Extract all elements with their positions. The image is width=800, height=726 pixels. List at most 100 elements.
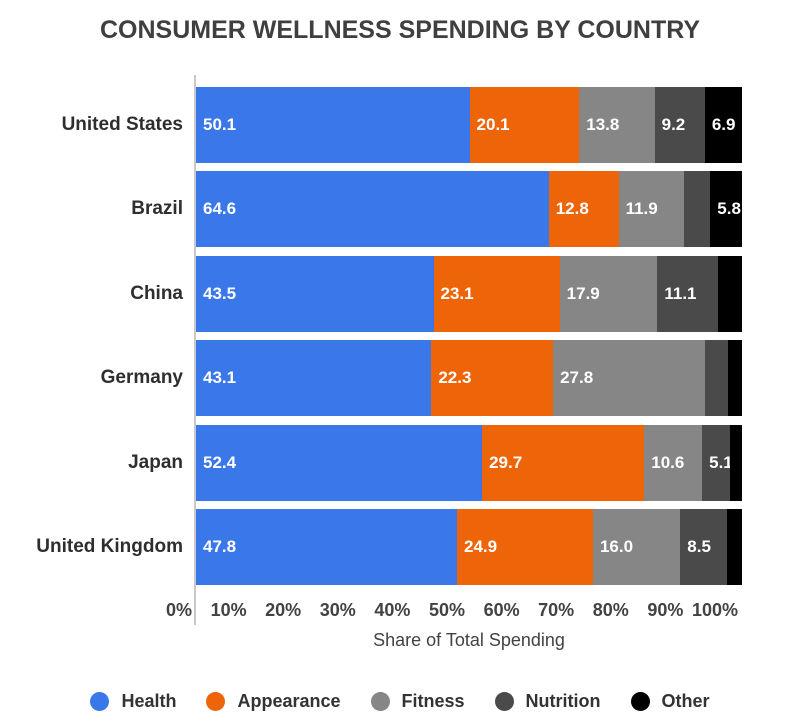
- legend-swatch-icon: [494, 692, 514, 711]
- category-label: China: [130, 282, 183, 304]
- value-label: 8.5: [687, 537, 711, 556]
- category-label: United States: [61, 114, 183, 135]
- bar-segment-other: 5.8: [710, 171, 742, 248]
- category-label: Japan: [128, 451, 183, 473]
- bar-segment-nutrition: 5.1: [702, 424, 730, 501]
- legend-label: Other: [661, 691, 710, 711]
- stacked-bar: 43.5 23.1 17.9 11.1: [196, 255, 742, 332]
- legend-label: Appearance: [237, 691, 341, 711]
- x-tick-label: 80%: [592, 600, 629, 620]
- category-label: Brazil: [131, 198, 183, 220]
- value-label: 50.1: [203, 115, 237, 134]
- value-label: 20.1: [476, 115, 510, 134]
- value-label: 16.0: [599, 537, 634, 556]
- stacked-bar: 64.6 12.8 11.9 5.8: [196, 171, 742, 248]
- x-axis-title: Share of Total Spending: [373, 630, 565, 650]
- bar-segment-other: [727, 340, 742, 417]
- value-label: 11.9: [625, 199, 658, 219]
- legend-label: Fitness: [401, 691, 465, 711]
- x-tick-label: 90%: [647, 600, 684, 620]
- value-label: 27.8: [560, 368, 594, 388]
- bar-segment-fitness: 10.6: [644, 424, 703, 501]
- bar-segment-fitness: 16.0: [592, 509, 681, 585]
- stacked-bar: 50.1 20.1 13.8 9.2 6.9: [196, 87, 742, 163]
- value-label: 10.6: [651, 452, 685, 472]
- bar-segment-other: [726, 509, 742, 585]
- bar-row: Germany 43.1 22.3 27.8: [0, 340, 800, 417]
- legend-item-other: Other: [630, 691, 710, 712]
- value-label: 29.7: [489, 452, 523, 472]
- value-label: 11.1: [664, 283, 697, 303]
- category-label: United Kingdom: [36, 536, 183, 557]
- value-label: 6.9: [711, 115, 736, 134]
- value-label: 17.9: [566, 283, 600, 303]
- value-label: 9.2: [661, 115, 686, 134]
- x-tick-label: 20%: [265, 600, 302, 620]
- x-tick-label: 60%: [483, 600, 520, 620]
- x-tick-label: 50%: [428, 600, 465, 620]
- value-label: 64.6: [203, 199, 237, 219]
- bar-segment-nutrition: 9.2: [654, 87, 705, 163]
- legend-item-fitness: Fitness: [370, 691, 465, 712]
- legend: Health Appearance Fitness Nutrition Other: [0, 691, 800, 712]
- bar-segment-nutrition: 11.1: [657, 255, 718, 332]
- y-axis-line: [194, 75, 196, 625]
- value-label: 5.1: [709, 452, 730, 472]
- bar-segment-health: 43.5: [196, 255, 434, 332]
- legend-swatch-icon: [206, 692, 226, 711]
- legend-swatch-icon: [630, 692, 650, 711]
- x-tick-label: 30%: [319, 600, 356, 620]
- legend-label: Nutrition: [525, 691, 601, 711]
- bar-segment-health: 47.8: [196, 509, 457, 585]
- bar-row: Brazil 64.6 12.8 11.9 5.8: [0, 171, 800, 248]
- bar-segment-appearance: 20.1: [469, 87, 580, 163]
- stacked-bar: 52.4 29.7 10.6 5.1: [196, 424, 742, 501]
- bar-row: Japan 52.4 29.7 10.6 5.1: [0, 424, 800, 501]
- legend-label: Health: [121, 691, 177, 711]
- bar-segment-health: 64.6: [196, 171, 549, 248]
- value-label: 13.8: [586, 115, 620, 134]
- bar-segment-other: 6.9: [704, 87, 742, 163]
- legend-swatch-icon: [370, 692, 390, 711]
- value-label: 43.1: [203, 368, 237, 388]
- bar-segment-health: 50.1: [196, 87, 470, 163]
- bar-row: United Kingdom 47.8 24.9 16.0 8.5: [0, 509, 800, 585]
- bar-segment-nutrition: [683, 171, 711, 248]
- bar-segment-other: [717, 255, 742, 332]
- legend-swatch-icon: [90, 692, 110, 711]
- bar-segment-fitness: 17.9: [559, 255, 658, 332]
- stacked-bar: 47.8 24.9 16.0 8.5: [196, 509, 742, 585]
- bar-segment-fitness: 13.8: [579, 87, 655, 163]
- bar-segment-appearance: 23.1: [433, 255, 560, 332]
- value-label: 23.1: [440, 283, 474, 303]
- legend-item-appearance: Appearance: [206, 691, 341, 712]
- bar-segment-fitness: 27.8: [553, 340, 705, 417]
- bar-segment-appearance: 24.9: [456, 509, 593, 585]
- x-tick-label: 70%: [538, 600, 575, 620]
- value-label: 52.4: [203, 452, 237, 472]
- value-label: 24.9: [463, 537, 498, 556]
- x-tick-label: 10%: [210, 600, 247, 620]
- bar-segment-health: 43.1: [196, 340, 432, 417]
- bar-segment-health: 52.4: [196, 424, 483, 501]
- bar-segment-appearance: 29.7: [482, 424, 645, 501]
- category-label: Germany: [100, 367, 183, 389]
- value-label: 47.8: [203, 537, 237, 556]
- value-label: 22.3: [438, 368, 472, 388]
- chart-title: CONSUMER WELLNESS SPENDING BY COUNTRY: [99, 16, 701, 44]
- bar-segment-nutrition: [704, 340, 728, 417]
- x-tick-label: 100%: [691, 600, 738, 620]
- legend-item-health: Health: [90, 691, 176, 712]
- bar-row: United States 50.1 20.1 13.8 9.2 6.9: [0, 87, 800, 163]
- value-label: 12.8: [555, 199, 589, 219]
- x-tick-label: 0%: [165, 600, 192, 620]
- legend-item-nutrition: Nutrition: [494, 691, 601, 712]
- bar-segment-nutrition: 8.5: [680, 509, 727, 585]
- bar-segment-appearance: 22.3: [431, 340, 554, 417]
- bar-row: China 43.5 23.1 17.9 11.1: [0, 255, 800, 332]
- bar-segment-appearance: 12.8: [548, 171, 619, 248]
- stacked-bar: 43.1 22.3 27.8: [196, 340, 742, 417]
- bar-segment-fitness: 11.9: [618, 171, 684, 248]
- x-tick-label: 40%: [374, 600, 411, 620]
